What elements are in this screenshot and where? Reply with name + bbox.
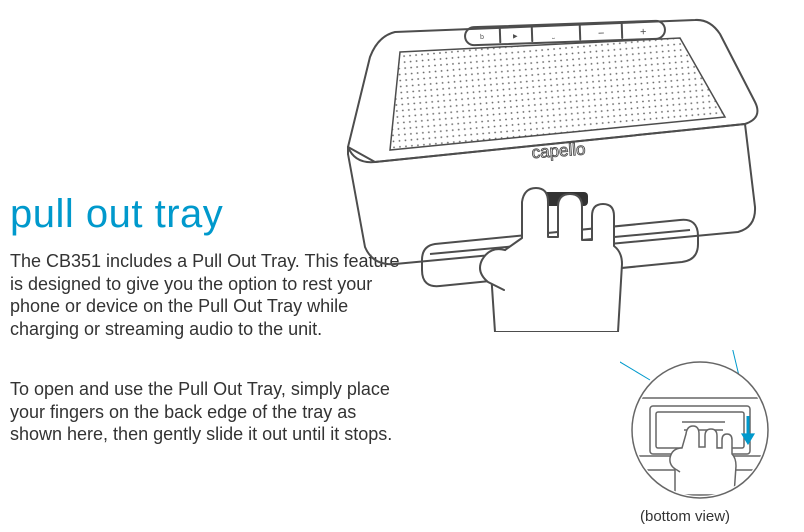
svg-text:b: b <box>480 34 484 41</box>
bottom-view-illustration <box>620 350 790 500</box>
illustration-caption: (bottom view) <box>640 508 730 525</box>
body-paragraph-2: To open and use the Pull Out Tray, simpl… <box>10 378 400 446</box>
brand-label: capello <box>531 140 586 163</box>
heading-text: pull out tray <box>10 192 223 236</box>
svg-text:+: + <box>640 26 647 38</box>
svg-text:▸: ▸ <box>513 31 518 41</box>
svg-text:⎵: ⎵ <box>552 33 555 39</box>
section-heading: pull out tray <box>10 192 223 237</box>
speaker-illustration: b ▸ ⎵ − + capello <box>300 2 800 332</box>
svg-text:−: − <box>598 28 605 40</box>
